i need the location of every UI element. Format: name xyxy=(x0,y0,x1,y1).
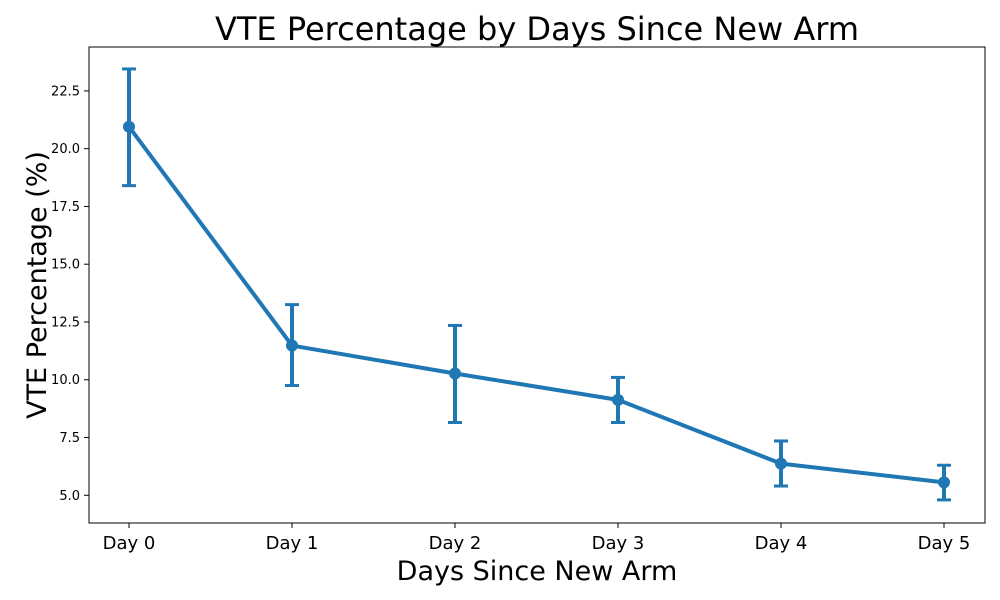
series-line xyxy=(127,124,946,485)
y-axis-label: VTE Percentage (%) xyxy=(22,151,53,419)
data-point xyxy=(775,457,787,470)
x-axis-label: Days Since New Arm xyxy=(397,556,678,587)
x-tick-label: Day 5 xyxy=(918,533,971,554)
data-point xyxy=(286,339,298,352)
y-tick-label: 20.0 xyxy=(51,142,80,157)
y-tick-label: 12.5 xyxy=(51,315,80,330)
y-tick-label: 15.0 xyxy=(51,258,80,273)
data-point xyxy=(938,476,950,489)
x-tick-label: Day 0 xyxy=(103,533,156,554)
y-axis-ticks: 5.0 7.5 10.0 12.5 15.0 17.5 20.0 22.5 xyxy=(51,84,89,504)
x-tick-label: Day 1 xyxy=(266,533,319,554)
y-tick-label: 5.0 xyxy=(59,489,80,504)
y-tick-label: 7.5 xyxy=(59,431,80,446)
y-tick-label: 22.5 xyxy=(51,84,80,99)
x-axis-ticks: Day 0 Day 1 Day 2 Day 3 Day 4 Day 5 xyxy=(103,523,971,554)
x-tick-label: Day 4 xyxy=(755,533,808,554)
data-markers xyxy=(123,120,950,489)
plot-area-frame xyxy=(88,46,986,524)
y-tick-label: 17.5 xyxy=(51,200,80,215)
x-tick-label: Day 2 xyxy=(429,533,482,554)
data-point xyxy=(612,393,624,406)
data-point xyxy=(449,367,461,380)
y-tick-label: 10.0 xyxy=(51,373,80,388)
data-point xyxy=(123,120,135,133)
x-tick-label: Day 3 xyxy=(592,533,645,554)
chart-title: VTE Percentage by Days Since New Arm xyxy=(215,10,859,48)
